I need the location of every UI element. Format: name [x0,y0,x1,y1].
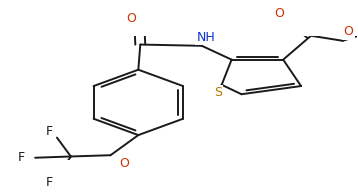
Text: NH: NH [197,31,215,44]
Text: F: F [45,176,53,189]
Text: F: F [45,125,53,138]
Text: S: S [214,86,222,99]
Text: O: O [126,12,136,25]
Text: O: O [274,7,284,20]
Text: F: F [18,151,25,164]
Text: O: O [344,25,354,38]
Text: O: O [120,157,129,170]
